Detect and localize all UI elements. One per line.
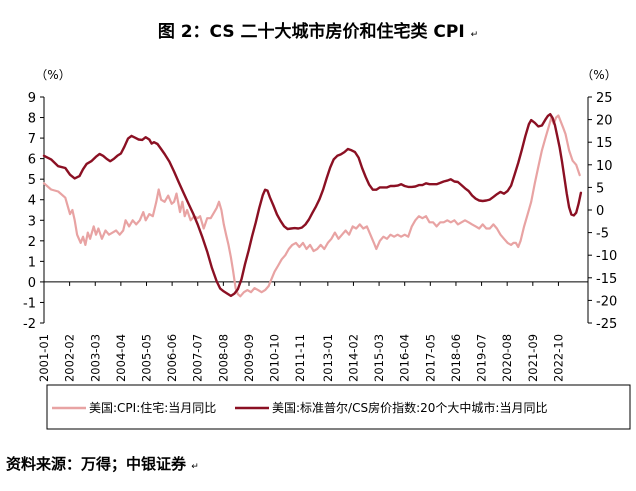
left-tick-label: 9: [28, 91, 36, 106]
right-tick-label: 5: [596, 181, 604, 196]
left-tick-label: 6: [28, 153, 36, 168]
x-tick-label: 2019-07: [475, 334, 489, 382]
right-tick-label: -25: [596, 317, 617, 332]
right-tick-label: 10: [596, 159, 613, 174]
x-tick-label: 2017-05: [423, 334, 437, 382]
x-tick-label: 2022-10: [551, 334, 565, 382]
right-tick-label: 20: [596, 114, 613, 129]
x-tick-label: 2013-01: [321, 334, 335, 382]
legend: 美国:CPI:住宅:当月同比 美国:标准普尔/CS房价指数:20个大中城市:当月…: [47, 385, 630, 429]
left-tick-label: 4: [28, 194, 36, 209]
left-tick-label: 2: [28, 235, 36, 250]
x-tick-label: 2015-03: [372, 334, 386, 382]
x-tick-label: 2004-04: [114, 334, 128, 382]
chart-root: 图 2：CS 二十大城市房价和住宅类 CPI ↵ （%） （%） -2 -1 0 1 2…: [0, 0, 636, 487]
x-tick-label: 2011-11: [293, 334, 307, 382]
x-tick-label: 2006-06: [165, 334, 179, 382]
series-line-cpi-housing: [44, 116, 580, 297]
right-axis: -25 -20 -15 -10 -5 0 5 10 15 20 25: [588, 91, 617, 332]
source-return-mark: ↵: [191, 462, 199, 472]
chart-svg: 图 2：CS 二十大城市房价和住宅类 CPI ↵ （%） （%） -2-1012…: [0, 0, 636, 487]
x-tick-label: 2016-04: [398, 334, 412, 382]
x-tick-label: 2003-03: [88, 334, 102, 382]
x-tick-label: 2005-05: [139, 334, 153, 382]
x-tick-label: 2014-02: [346, 334, 360, 382]
x-tick-label: 2010-10: [268, 334, 282, 382]
left-tick-label: -2: [23, 317, 36, 332]
left-axis: -2 -1 0 1 2 3 4 5 6 7 8 9: [23, 91, 44, 332]
right-tick-label: -20: [596, 294, 617, 309]
chart-title: 图 2：CS 二十大城市房价和住宅类 CPI ↵: [158, 21, 478, 42]
right-tick-label: 15: [596, 136, 613, 151]
right-tick-label: 25: [596, 91, 613, 106]
x-tick-label: 2009-09: [242, 334, 256, 382]
left-tick-label: 0: [28, 276, 36, 291]
right-axis-unit: （%）: [581, 68, 616, 82]
left-tick-label: 7: [28, 132, 36, 147]
x-axis: 2001-01 2002-02 2003-03 2004-04 2005-05 2006-…: [37, 282, 588, 382]
left-tick-label: 1: [28, 255, 36, 270]
right-tick-label: -15: [596, 272, 617, 287]
x-tick-label: 2002-02: [63, 334, 77, 382]
title-return-mark: ↵: [471, 30, 479, 40]
series-line-cs20-index: [44, 114, 581, 296]
x-tick-label: 2018-06: [449, 334, 463, 382]
legend-label-cs: 美国:标准普尔/CS房价指数:20个大中城市:当月同比: [272, 400, 547, 415]
source-text: 资料来源：万得；中银证券: [6, 455, 187, 473]
x-tick-label: 2001-01: [37, 334, 51, 382]
x-tick-label: 2008-08: [216, 334, 230, 382]
left-tick-label: -1: [23, 296, 36, 311]
x-tick-label: 2021-09: [526, 334, 540, 382]
left-tick-label: 3: [28, 214, 36, 229]
right-tick-label: -10: [596, 249, 617, 264]
legend-label-cpi: 美国:CPI:住宅:当月同比: [89, 400, 216, 415]
right-tick-label: -5: [596, 227, 609, 242]
x-tick-label: 2020-08: [500, 334, 514, 382]
x-tick-label: 2007-07: [191, 334, 205, 382]
left-tick-label: 8: [28, 112, 36, 127]
left-axis-unit: （%）: [35, 68, 70, 82]
left-tick-label: 5: [28, 173, 36, 188]
chart-title-text: 图 2：CS 二十大城市房价和住宅类 CPI: [158, 21, 465, 42]
series-group: [44, 114, 581, 296]
source-note: 资料来源：万得；中银证券 ↵: [6, 455, 199, 473]
right-tick-label: 0: [596, 204, 604, 219]
